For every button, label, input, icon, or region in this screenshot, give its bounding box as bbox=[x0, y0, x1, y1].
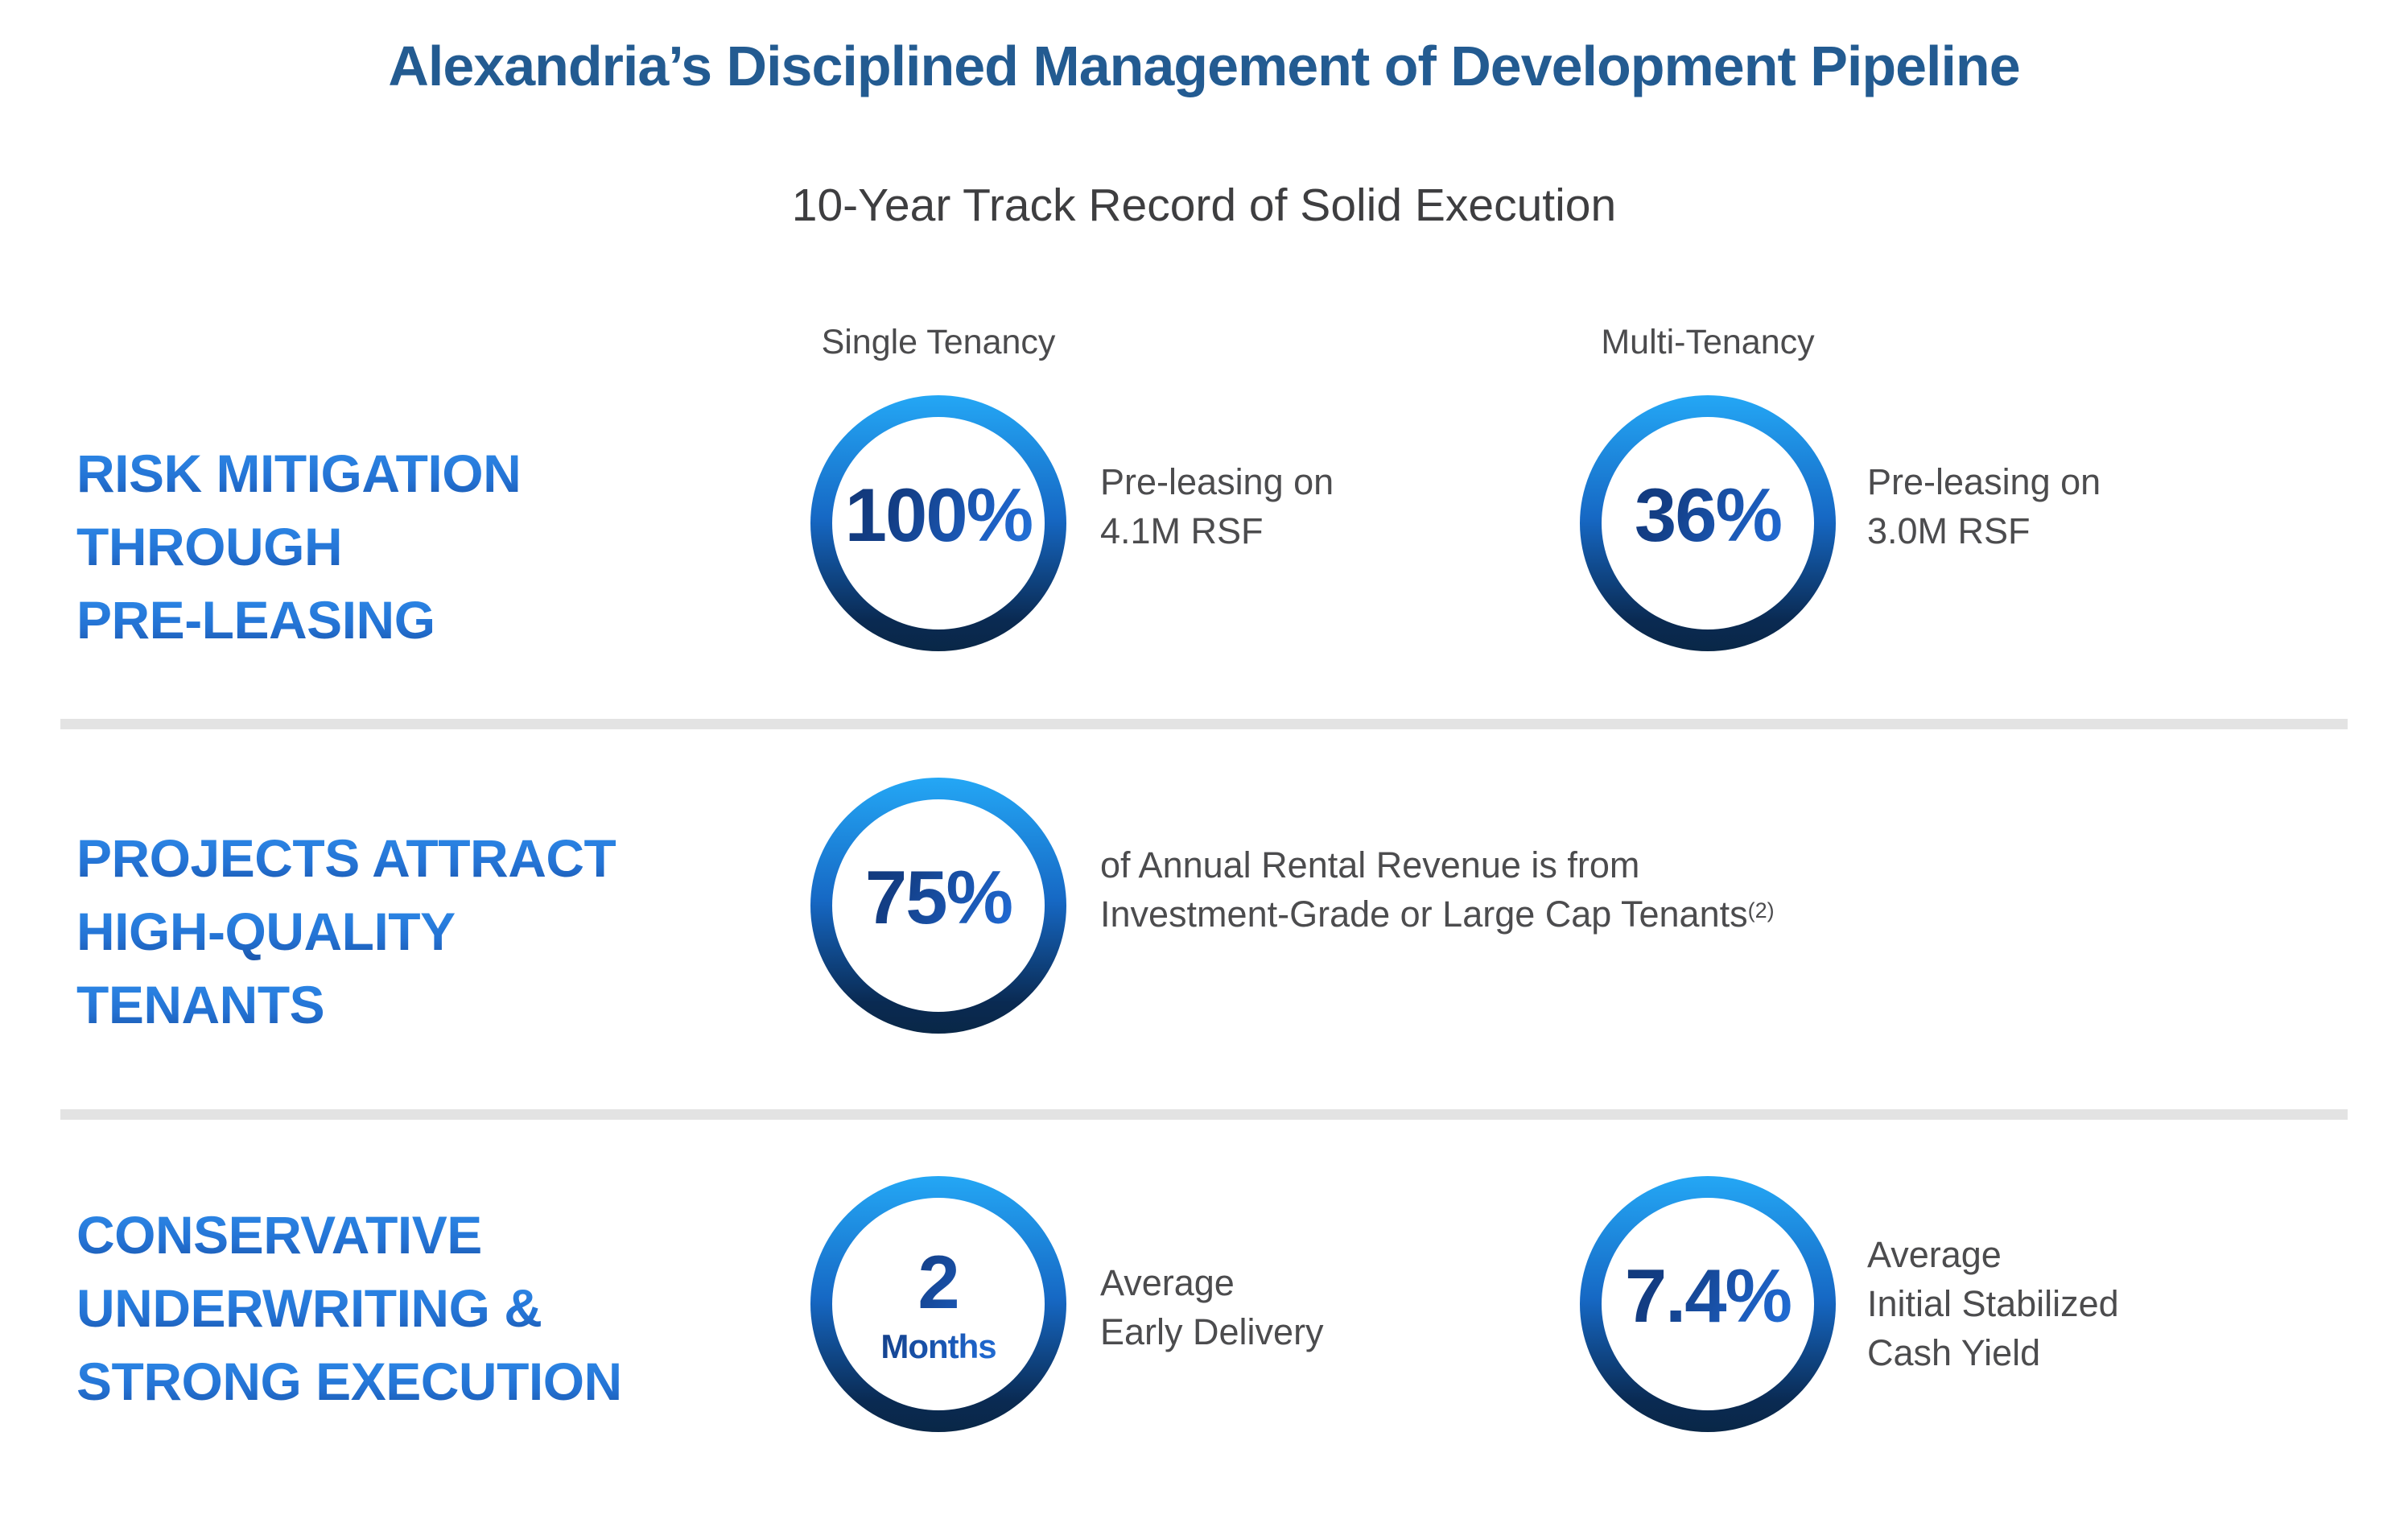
stat-value: 36% bbox=[1602, 417, 1814, 629]
footnote-marker: (1) bbox=[324, 980, 361, 1014]
heading-line: PROJECTS ATTRACT bbox=[76, 826, 616, 899]
stat-value: 7.4% bbox=[1602, 1198, 1814, 1410]
circle-inner bbox=[1602, 417, 1814, 629]
stat-value: 100% bbox=[832, 417, 1045, 629]
stat-value: 75% bbox=[832, 799, 1045, 1012]
stat-description-line: 4.1M RSF bbox=[1100, 510, 1264, 551]
stat-circle-early-delivery: 2 Months bbox=[810, 1176, 1066, 1432]
stat-value: 2 Months bbox=[832, 1198, 1045, 1410]
stat-description: Average Initial Stabilized Cash Yield bbox=[1867, 1230, 2119, 1377]
stat-description-line: 3.0M RSF bbox=[1867, 510, 2031, 551]
heading-line: RISK MITIGATION bbox=[76, 441, 521, 514]
heading-line: PRE-LEASING(1) bbox=[76, 588, 472, 661]
stat-description-line: of Annual Rental Revenue is from bbox=[1100, 844, 1640, 885]
heading-line: THROUGH bbox=[76, 514, 342, 588]
page-subtitle: 10-Year Track Record of Solid Execution bbox=[791, 180, 1617, 231]
stat-description-line: Early Delivery bbox=[1100, 1311, 1324, 1352]
heading-high-quality-tenants: PROJECTS ATTRACT HIGH-QUALITY TENANTS(1) bbox=[76, 826, 616, 1046]
stat-circle-rental-revenue: 75% bbox=[810, 778, 1066, 1034]
circle-inner bbox=[832, 799, 1045, 1012]
stat-description-line: Investment-Grade or Large Cap Tenants(2) bbox=[1100, 894, 1775, 935]
footnote-marker: (1) bbox=[435, 596, 472, 629]
stat-description-line: Initial Stabilized bbox=[1867, 1283, 2119, 1324]
stat-description-line: Cash Yield bbox=[1867, 1332, 2041, 1373]
heading-line: UNDERWRITING & bbox=[76, 1276, 542, 1349]
column-label-multi-tenancy: Multi-Tenancy bbox=[1601, 323, 1815, 361]
circle-inner bbox=[832, 1198, 1045, 1410]
stat-description-line: Average bbox=[1100, 1262, 1235, 1303]
heading-line: HIGH-QUALITY bbox=[76, 899, 456, 972]
circle-inner bbox=[832, 417, 1045, 629]
column-label-single-tenancy: Single Tenancy bbox=[821, 323, 1056, 361]
stat-description-line: Pre-leasing on bbox=[1100, 461, 1334, 502]
stat-circle-preleasing-multi: 36% bbox=[1580, 395, 1836, 651]
footnote-marker: (2) bbox=[1747, 898, 1775, 923]
stat-value-unit: Months bbox=[880, 1327, 996, 1365]
stat-circle-cash-yield: 7.4% bbox=[1580, 1176, 1836, 1432]
divider bbox=[60, 1109, 2348, 1120]
divider bbox=[60, 719, 2348, 729]
heading-line: STRONG EXECUTION(3) bbox=[76, 1349, 658, 1422]
heading-risk-mitigation: RISK MITIGATION THROUGH PRE-LEASING(1) bbox=[76, 441, 521, 661]
stat-description-line: Average bbox=[1867, 1234, 2002, 1275]
page-title: Alexandria’s Disciplined Management of D… bbox=[388, 35, 2020, 97]
heading-line: CONSERVATIVE bbox=[76, 1203, 482, 1276]
footnote-marker: (3) bbox=[621, 1357, 658, 1391]
stat-value-number: 2 bbox=[917, 1240, 959, 1324]
heading-conservative-underwriting: CONSERVATIVE UNDERWRITING & STRONG EXECU… bbox=[76, 1203, 658, 1422]
stat-description-line: Pre-leasing on bbox=[1867, 461, 2101, 502]
stat-description: Average Early Delivery bbox=[1100, 1258, 1324, 1356]
heading-line: TENANTS(1) bbox=[76, 972, 361, 1046]
stat-description: Pre-leasing on 3.0M RSF bbox=[1867, 457, 2101, 555]
circle-inner bbox=[1602, 1198, 1814, 1410]
stat-description: Pre-leasing on 4.1M RSF bbox=[1100, 457, 1334, 555]
stat-circle-preleasing-single: 100% bbox=[810, 395, 1066, 651]
stat-description: of Annual Rental Revenue is from Investm… bbox=[1100, 840, 1775, 944]
